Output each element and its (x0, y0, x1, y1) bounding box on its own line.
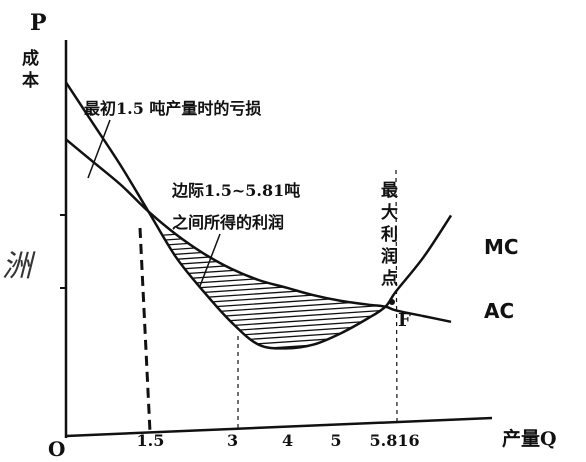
x-tick-labels: 1.5 3 4 5 5.81 6 (137, 431, 420, 450)
x-tick-label: 1.5 (137, 431, 165, 450)
profit-label-line2: 之间所得的利润 (172, 213, 284, 232)
x-axis-label: 产量Q (502, 427, 557, 450)
x-axis (65, 416, 493, 438)
profit-label-line1: 边际1.5~5.81吨 (171, 181, 300, 200)
profit-pointer (199, 233, 221, 287)
max-profit-char: 利 (381, 224, 398, 245)
y-axis-letter: P (30, 10, 47, 36)
origin-label: O (48, 437, 65, 461)
hatch-line (148, 322, 386, 344)
x-tick-label: 6 (409, 431, 420, 450)
hatch-line (148, 242, 386, 264)
max-profit-char: 大 (381, 202, 398, 223)
point-f-label: F (398, 310, 411, 331)
hatch-line (148, 267, 386, 289)
hatch-line (148, 317, 386, 339)
max-profit-char: 点 (381, 268, 398, 289)
hatch-line (148, 307, 386, 329)
x-tick-label: 5 (330, 431, 341, 450)
hatch-line (148, 277, 386, 299)
hatch-line (148, 252, 386, 274)
hatch-line (148, 332, 386, 349)
hatch-line (148, 282, 386, 304)
x-tick-label: 4 (282, 431, 293, 450)
hatch-line (148, 327, 386, 349)
y-axis-label-1: 成 (22, 48, 39, 69)
x-tick-label: 3 (227, 431, 238, 450)
initial-loss-pointer (87, 119, 111, 179)
max-profit-char: 润 (381, 246, 398, 267)
hatch-line (148, 247, 386, 269)
mc-label: MC (484, 235, 519, 259)
ac-curve (65, 138, 452, 324)
max-profit-char: 最 (381, 181, 399, 201)
guide-q5-81 (395, 169, 398, 423)
x-tick-label: 5.81 (370, 431, 409, 450)
hatch-line (148, 292, 386, 314)
guide-q1-5 (138, 227, 152, 433)
hatch-line (148, 232, 386, 254)
hatch-line (148, 262, 386, 284)
hatch-line (148, 342, 386, 349)
hatch-line (148, 312, 386, 334)
hatch-line (148, 257, 386, 279)
initial-loss-label: 最初1.5 吨产量时的亏损 (84, 99, 261, 118)
margin-mark: 洲 (2, 249, 36, 284)
y-axis-label-2: 本 (22, 70, 39, 91)
point-f-marker (389, 299, 395, 305)
ac-label: AC (484, 299, 514, 323)
